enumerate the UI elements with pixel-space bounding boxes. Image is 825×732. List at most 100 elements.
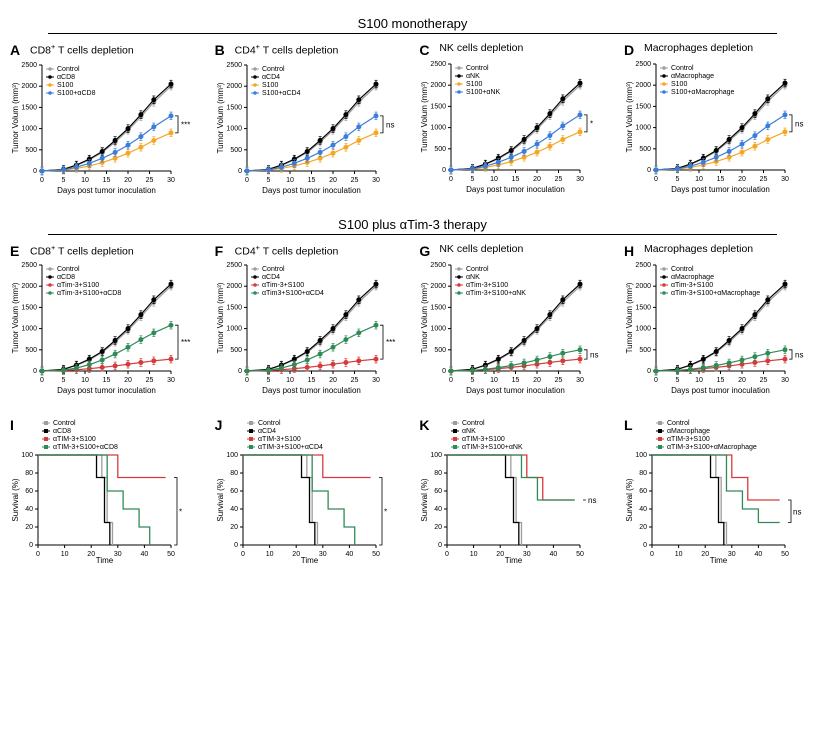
tumor-chart: 05001000150020002500051015202530Tumor Vo…	[8, 59, 193, 199]
svg-text:Control: Control	[671, 65, 694, 72]
svg-text:500: 500	[25, 146, 37, 153]
svg-text:0: 0	[245, 377, 249, 384]
svg-text:2000: 2000	[635, 82, 651, 89]
svg-text:10: 10	[470, 551, 478, 558]
svg-text:0: 0	[647, 167, 651, 174]
svg-text:αTim3+S100+αCD4: αTim3+S100+αCD4	[262, 290, 324, 297]
svg-text:80: 80	[435, 470, 443, 477]
svg-text:Tumor Volum (mm³): Tumor Volum (mm³)	[420, 81, 429, 152]
svg-text:S100+αMacrophage: S100+αMacrophage	[671, 89, 735, 96]
svg-text:1000: 1000	[21, 125, 37, 132]
svg-text:αMacrophage: αMacrophage	[667, 428, 710, 435]
svg-text:50: 50	[372, 551, 380, 558]
svg-text:50: 50	[576, 551, 584, 558]
panel-title: NK cells depletion	[417, 42, 612, 56]
panel-letter: F	[215, 243, 224, 259]
tumor-panel-E: ECD8+ T cells depletion05001000150020002…	[8, 243, 203, 400]
svg-text:40: 40	[25, 506, 33, 513]
svg-text:20: 20	[292, 551, 300, 558]
survival-panel-L: LControlαMacrophageαTIM-3+S100αTIM-3+S10…	[622, 417, 817, 567]
tumor-chart: 05001000150020002500051015202530Tumor Vo…	[213, 59, 398, 199]
svg-text:αTIM-3+S100: αTIM-3+S100	[462, 436, 505, 443]
svg-text:ns: ns	[386, 120, 394, 129]
svg-text:αTIM-3+S100: αTIM-3+S100	[667, 436, 710, 443]
svg-text:S100: S100	[466, 81, 482, 88]
svg-text:30: 30	[523, 551, 531, 558]
svg-text:2500: 2500	[21, 262, 37, 269]
svg-text:Control: Control	[53, 420, 76, 427]
svg-text:100: 100	[226, 452, 238, 459]
svg-text:60: 60	[435, 488, 443, 495]
tumor-panel-C: CNK cells depletion050010001500200025000…	[417, 42, 612, 199]
svg-text:Survival (%): Survival (%)	[625, 478, 634, 521]
svg-text:***: ***	[181, 120, 190, 129]
panel-letter: B	[215, 42, 225, 58]
svg-text:10: 10	[286, 177, 294, 184]
svg-text:0: 0	[245, 177, 249, 184]
svg-text:αNK: αNK	[462, 428, 476, 435]
svg-text:2500: 2500	[635, 262, 651, 269]
svg-text:20: 20	[435, 524, 443, 531]
svg-text:Days post tumor inoculation: Days post tumor inoculation	[466, 386, 565, 395]
svg-text:1500: 1500	[431, 304, 447, 311]
tumor-panel-A: ACD8+ T cells depletion05001000150020002…	[8, 42, 203, 199]
svg-text:40: 40	[639, 506, 647, 513]
svg-text:αTim-3+S100+αCD8: αTim-3+S100+αCD8	[57, 290, 121, 297]
svg-text:15: 15	[717, 377, 725, 384]
svg-text:αCD8: αCD8	[53, 428, 71, 435]
survival-chart: ControlαMacrophageαTIM-3+S100αTIM-3+S100…	[622, 417, 807, 567]
svg-text:20: 20	[701, 551, 709, 558]
svg-text:20: 20	[124, 177, 132, 184]
svg-text:Control: Control	[466, 266, 489, 273]
svg-text:10: 10	[61, 551, 69, 558]
svg-text:2000: 2000	[635, 283, 651, 290]
svg-text:5: 5	[471, 176, 475, 183]
svg-text:ns: ns	[795, 350, 803, 359]
svg-text:2500: 2500	[21, 62, 37, 69]
survival-panel-I: IControlαCD8αTIM-3+S100αTIM-3+S100+αCD80…	[8, 417, 203, 567]
svg-text:20: 20	[124, 377, 132, 384]
svg-text:αTIM-3+S100+αCD4: αTIM-3+S100+αCD4	[258, 444, 323, 451]
svg-text:40: 40	[435, 506, 443, 513]
survival-panel-K: KControlαNKαTIM-3+S100αTIM-3+S100+αNK020…	[417, 417, 612, 567]
svg-text:50: 50	[167, 551, 175, 558]
svg-text:Control: Control	[262, 66, 285, 73]
panel-letter: E	[10, 243, 19, 259]
svg-text:1500: 1500	[21, 104, 37, 111]
svg-text:5: 5	[266, 177, 270, 184]
svg-text:0: 0	[654, 176, 658, 183]
survival-panel-J: JControlαCD4αTIM-3+S100αTIM-3+S100+αCD40…	[213, 417, 408, 567]
panel-title: CD8+ T cells depletion	[8, 243, 203, 258]
svg-text:0: 0	[36, 551, 40, 558]
svg-text:1000: 1000	[226, 326, 242, 333]
svg-text:1000: 1000	[226, 125, 242, 132]
svg-text:20: 20	[230, 524, 238, 531]
svg-text:10: 10	[695, 176, 703, 183]
svg-text:30: 30	[372, 377, 380, 384]
panel-title: CD4+ T cells depletion	[213, 42, 408, 57]
svg-text:αNK: αNK	[466, 73, 480, 80]
svg-text:2500: 2500	[226, 62, 242, 69]
svg-text:Tumor Volum (mm³): Tumor Volum (mm³)	[216, 282, 225, 353]
svg-text:2500: 2500	[431, 262, 447, 269]
svg-text:50: 50	[781, 551, 789, 558]
svg-text:1500: 1500	[431, 103, 447, 110]
svg-text:0: 0	[643, 542, 647, 549]
svg-text:2500: 2500	[635, 61, 651, 68]
svg-text:0: 0	[438, 542, 442, 549]
tumor-panel-H: HMacrophages depletion050010001500200025…	[622, 243, 817, 400]
svg-text:30: 30	[781, 176, 789, 183]
svg-text:0: 0	[654, 377, 658, 384]
svg-text:30: 30	[576, 176, 584, 183]
svg-text:80: 80	[230, 470, 238, 477]
svg-text:Tumor Volum (mm³): Tumor Volum (mm³)	[216, 82, 225, 153]
svg-text:2000: 2000	[226, 283, 242, 290]
svg-text:10: 10	[81, 177, 89, 184]
svg-text:5: 5	[266, 377, 270, 384]
panel-letter: H	[624, 243, 634, 259]
svg-text:Time: Time	[96, 556, 114, 565]
svg-text:60: 60	[230, 488, 238, 495]
tumor-panel-F: FCD4+ T cells depletion05001000150020002…	[213, 243, 408, 400]
panel-letter: D	[624, 42, 634, 58]
svg-text:S100+αNK: S100+αNK	[466, 89, 501, 96]
